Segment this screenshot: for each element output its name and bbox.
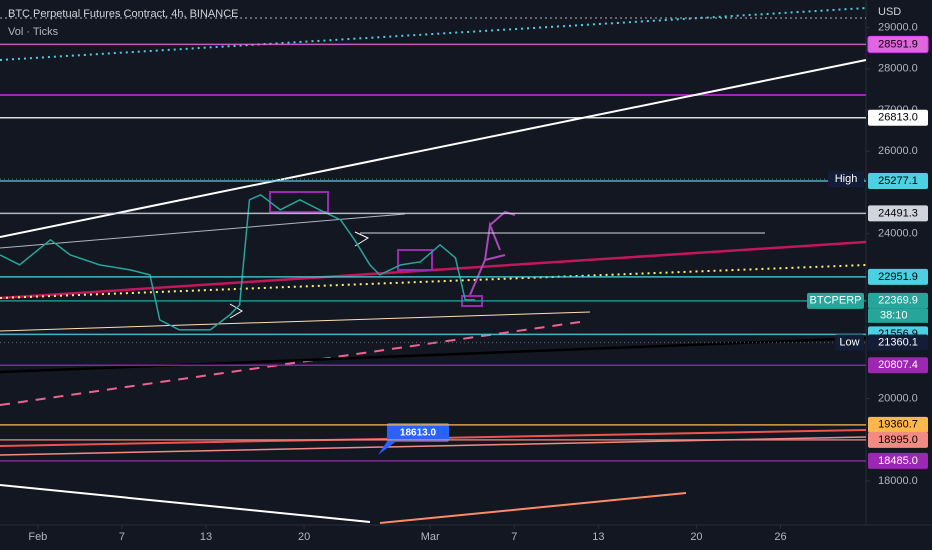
y-tick-label: 20000.0 <box>878 392 918 404</box>
x-tick-label: 13 <box>592 531 604 543</box>
arrow-drawing <box>229 303 243 319</box>
box-drawing <box>397 249 433 271</box>
tag-box <box>807 292 864 309</box>
price-label-box <box>868 173 928 190</box>
price-label: 22369.9 <box>878 295 918 307</box>
price-label: 19360.7 <box>878 419 918 431</box>
price-label: 18995.0 <box>878 434 918 446</box>
y-tick-label: 24000.0 <box>878 228 918 240</box>
callout-pointer <box>378 440 398 455</box>
price-label: 18485.0 <box>878 455 918 467</box>
callout <box>387 423 449 442</box>
callout-text: 18613.0 <box>400 428 437 439</box>
trend-line <box>0 59 867 238</box>
trend-line <box>0 336 867 374</box>
price-label: 28591.9 <box>878 38 918 50</box>
x-tick-label: 26 <box>774 531 786 543</box>
tag-box <box>835 334 864 351</box>
arrow-drawing <box>354 231 370 247</box>
trend-line <box>0 311 591 332</box>
x-tick-label: Mar <box>421 531 440 543</box>
indicator-label: Vol · Ticks <box>8 26 59 38</box>
tag-label: BTCPERP <box>810 295 862 307</box>
y-tick-label: 18000.0 <box>878 475 918 487</box>
trend-line <box>0 7 867 61</box>
price-label-box <box>868 205 928 222</box>
price-label-box <box>868 416 928 433</box>
price-label-box <box>868 431 928 448</box>
x-tick-label: 13 <box>200 531 212 543</box>
trend-line <box>0 321 581 406</box>
y-tick-label: 26000.0 <box>878 145 918 157</box>
y-tick-label: 28000.0 <box>878 63 918 75</box>
chart-title: BTC Perpetual Futures Contract, 4h, BINA… <box>8 8 238 20</box>
y-tick-label: 29000.0 <box>878 22 918 34</box>
price-label-box <box>868 357 928 374</box>
trend-line <box>0 264 867 299</box>
currency-label: USD <box>878 6 901 18</box>
price-label: 24491.3 <box>878 207 918 219</box>
price-label-box <box>868 292 928 309</box>
price-label-box <box>868 334 928 351</box>
tag-box <box>828 171 864 188</box>
price-label-box <box>867 35 929 53</box>
price-label: 26813.0 <box>878 112 918 124</box>
price-label-box <box>868 452 928 469</box>
x-tick-label: Feb <box>28 531 47 543</box>
drawings <box>0 7 867 524</box>
price-label-box <box>868 268 928 285</box>
x-tick-label: 7 <box>119 531 125 543</box>
price-label: 21360.1 <box>878 336 918 348</box>
price-label-box <box>868 109 928 126</box>
countdown: 38:10 <box>880 310 908 322</box>
trend-line <box>0 484 371 523</box>
price-label: 20807.4 <box>878 359 918 371</box>
trend-line <box>379 492 687 524</box>
price-line <box>0 193 476 331</box>
x-tick-label: 7 <box>511 531 517 543</box>
trend-line <box>0 213 406 249</box>
tag-label: High <box>835 173 858 185</box>
tag-label: Low <box>839 336 859 348</box>
price-label: 22951.9 <box>878 271 918 283</box>
x-tick-label: 20 <box>298 531 310 543</box>
x-tick-label: 20 <box>690 531 702 543</box>
countdown-box <box>868 308 928 323</box>
price-label: 25277.1 <box>878 175 918 187</box>
